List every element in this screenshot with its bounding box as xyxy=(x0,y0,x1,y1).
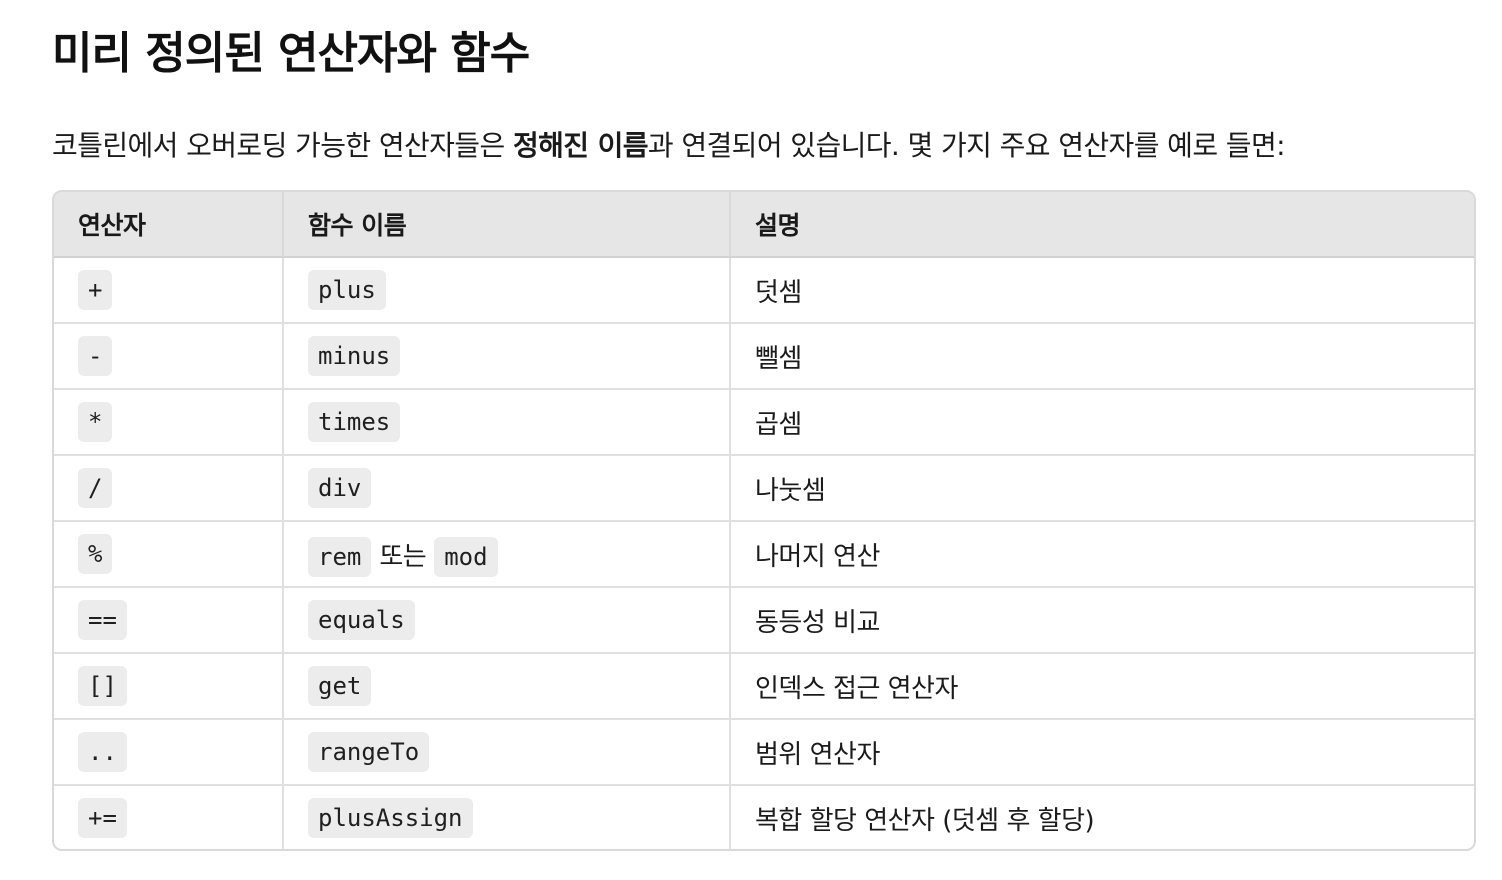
description-cell: 뺄셈 xyxy=(730,323,1474,390)
table-row: == equals 동등성 비교 xyxy=(54,587,1474,654)
function-name-alt-code: mod xyxy=(434,536,498,577)
operator-cell: % xyxy=(54,521,284,588)
intro-bold-text: 정해진 이름 xyxy=(512,129,649,162)
function-name-code: plusAssign xyxy=(308,798,473,838)
operator-code: + xyxy=(78,270,113,310)
function-name-code: plus xyxy=(308,270,386,310)
table-row: [] get 인덱스 접근 연산자 xyxy=(54,653,1474,720)
description-cell: 동등성 비교 xyxy=(730,587,1474,654)
function-name-code: times xyxy=(308,402,401,442)
operator-cell: += xyxy=(54,785,284,849)
function-name-code: rangeTo xyxy=(308,732,430,772)
table-header-row: 연산자 함수 이름 설명 xyxy=(54,192,1474,258)
function-name-cell: equals xyxy=(283,587,731,654)
description-cell: 나머지 연산 xyxy=(730,521,1474,588)
header-operator: 연산자 xyxy=(54,192,284,258)
function-name-cell: plus xyxy=(283,257,731,324)
operator-code: += xyxy=(78,798,127,838)
intro-paragraph: 코틀린에서 오버로딩 가능한 연산자들은 정해진 이름과 연결되어 있습니다. … xyxy=(52,124,1286,168)
function-name-cell: times xyxy=(283,389,731,456)
table-row: / div 나눗셈 xyxy=(54,455,1474,522)
table-row: % rem 또는 mod 나머지 연산 xyxy=(54,521,1474,588)
description-cell: 인덱스 접근 연산자 xyxy=(730,653,1474,720)
operator-code: [] xyxy=(78,666,127,706)
operator-cell: == xyxy=(54,587,284,654)
operator-cell: [] xyxy=(54,653,284,720)
operator-code: - xyxy=(78,336,113,376)
function-name-cell: plusAssign xyxy=(283,785,731,849)
table-row: * times 곱셈 xyxy=(54,389,1474,456)
function-name-code: minus xyxy=(308,336,401,376)
description-cell: 나눗셈 xyxy=(730,455,1474,522)
description-cell: 범위 연산자 xyxy=(730,719,1474,786)
section-heading: 미리 정의된 연산자와 함수 xyxy=(52,28,530,79)
table-row: + plus 덧셈 xyxy=(54,257,1474,324)
header-function-name: 함수 이름 xyxy=(283,192,731,258)
operator-cell: * xyxy=(54,389,284,456)
operator-cell: + xyxy=(54,257,284,324)
function-name-cell: get xyxy=(283,653,731,720)
description-cell: 복합 할당 연산자 (덧셈 후 할당) xyxy=(755,805,1095,836)
operator-code: * xyxy=(78,402,113,442)
table-row: .. rangeTo 범위 연산자 xyxy=(54,719,1474,786)
function-name-cell: rem 또는 mod xyxy=(283,521,731,588)
operator-code: % xyxy=(78,534,113,574)
operator-table: 연산자 함수 이름 설명 + plus 덧셈 - minus 뺄셈 * times 곱셈 / div… xyxy=(54,192,1474,849)
table-row: += plusAssign 복합 할당 연산자 (덧셈 후 할당) xyxy=(54,785,1474,849)
table-body: + plus 덧셈 - minus 뺄셈 * times 곱셈 / div 나눗셈% rem 또는 mod 나… xyxy=(54,257,1474,849)
header-description: 설명 xyxy=(730,192,1474,258)
function-name-cell: div xyxy=(283,455,731,522)
function-name-cell: rangeTo xyxy=(283,719,731,786)
operator-code: == xyxy=(78,600,127,640)
description-cell: 곱셈 xyxy=(730,389,1474,456)
operator-cell: / xyxy=(54,455,284,522)
operator-cell: .. xyxy=(54,719,284,786)
function-name-code: equals xyxy=(308,600,415,640)
operator-cell: - xyxy=(54,323,284,390)
function-name-code: div xyxy=(308,468,372,508)
operator-table-container: 연산자 함수 이름 설명 + plus 덧셈 - minus 뺄셈 * times 곱셈 / div… xyxy=(52,190,1476,851)
function-name-code: rem xyxy=(308,536,372,577)
description-cell: 덧셈 xyxy=(730,257,1474,324)
intro-text-after: 과 연결되어 있습니다. 몇 가지 주요 연산자를 예로 들면: xyxy=(647,129,1286,162)
function-joiner-text: 또는 xyxy=(379,541,427,572)
intro-text-before: 코틀린에서 오버로딩 가능한 연산자들은 xyxy=(52,129,513,162)
operator-code: .. xyxy=(78,732,127,772)
function-name-cell: minus xyxy=(283,323,731,390)
table-row: - minus 뺄셈 xyxy=(54,323,1474,390)
function-name-code: get xyxy=(308,666,372,706)
operator-code: / xyxy=(78,468,113,508)
